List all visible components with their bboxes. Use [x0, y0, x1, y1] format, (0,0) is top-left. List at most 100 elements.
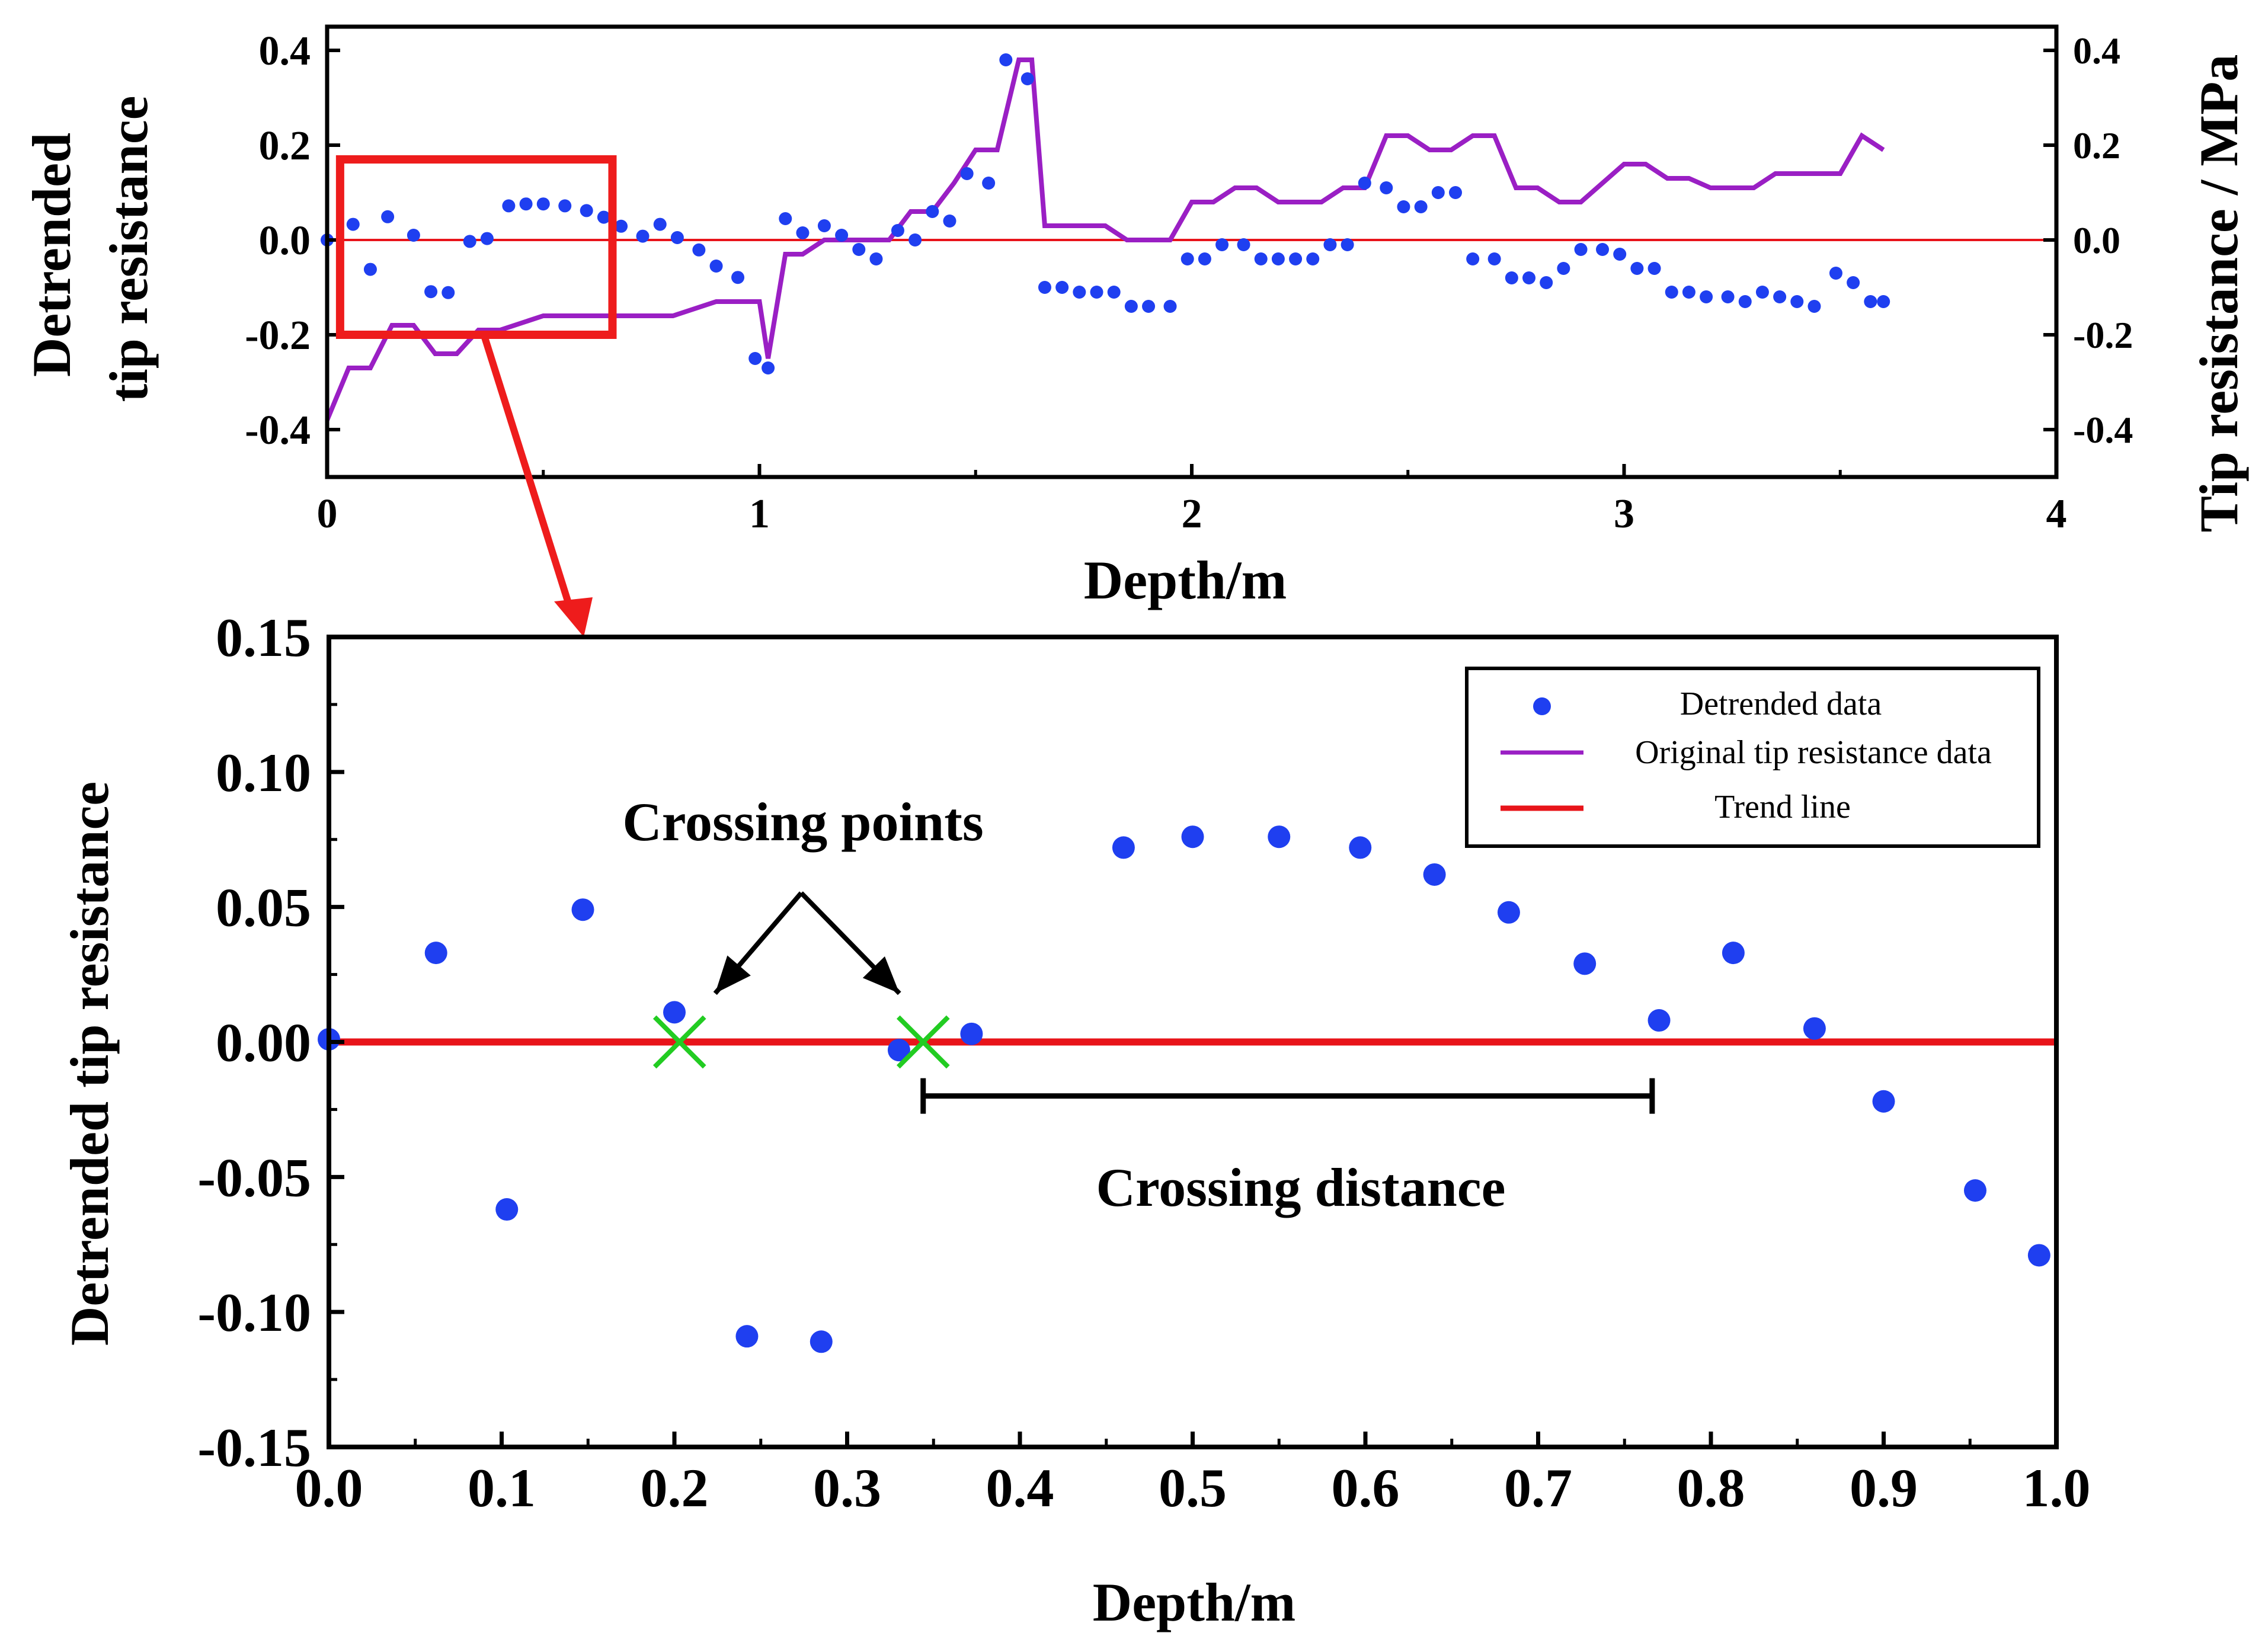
overview-detrended-point — [982, 177, 996, 190]
overview-detrended-point — [1847, 276, 1860, 289]
overview-detrended-point — [346, 217, 360, 231]
zoom-detrended-point — [2027, 1244, 2050, 1267]
overview-y-ticks-right: -0.4 -0.2 0.0 0.2 0.4 — [2043, 30, 2133, 451]
overview-detrended-point — [1198, 252, 1211, 265]
crossing-point-marker — [652, 1015, 706, 1069]
zoom-y-tick-label: 0.05 — [216, 878, 311, 938]
overview-detrended-point — [1487, 252, 1501, 265]
zoom-detrended-points — [318, 825, 2050, 1353]
overview-detrended-point — [1864, 295, 1877, 308]
zoom-detrended-point — [1573, 952, 1597, 975]
overview-detrended-point — [1142, 300, 1156, 313]
overview-panel: 0 1 2 3 4 -0.4 -0.2 0.0 0.2 0.4 -0.4 -0.2 0.0 0.2 0.… — [21, 24, 2249, 610]
overview-detrended-point — [891, 224, 904, 237]
overview-detrended-point — [1323, 238, 1337, 251]
zoom-x-tick-label: 0.6 — [1332, 1458, 1400, 1518]
zoom-detrended-point — [1497, 901, 1520, 924]
overview-x-tick-label: 3 — [1614, 491, 1634, 537]
overview-detrended-point — [1540, 276, 1553, 289]
overview-detrended-point — [558, 199, 572, 213]
overview-y-tick-label-left: 0.4 — [259, 28, 311, 74]
overview-detrended-point — [1397, 200, 1410, 213]
overview-detrended-point — [1807, 300, 1821, 313]
overview-detrended-point — [480, 232, 494, 245]
overview-detrended-point — [1038, 281, 1051, 294]
legend-marker-detrended — [1533, 697, 1551, 715]
zoom-detrended-point — [1872, 1090, 1895, 1113]
zoom-detrended-point — [1803, 1017, 1826, 1040]
overview-detrended-point — [502, 199, 516, 213]
overview-detrended-point — [442, 286, 455, 299]
overview-y-tick-label-left: 0.0 — [259, 218, 311, 264]
overview-detrended-point — [519, 197, 533, 211]
overview-detrended-point — [615, 219, 628, 233]
zoom-detrended-point — [735, 1325, 759, 1348]
zoom-crossing-markers — [652, 1015, 950, 1069]
overview-detrended-point — [1505, 271, 1518, 284]
overview-x-tick-label: 1 — [749, 491, 770, 537]
overview-detrended-point — [1380, 181, 1393, 194]
zoom-y-tick-label: 0.10 — [216, 742, 311, 803]
zoom-y-tick-label: -0.15 — [197, 1417, 311, 1478]
overview-detrended-point — [908, 233, 922, 246]
zoom-detrended-point — [424, 942, 447, 965]
legend-label-trend: Trend line — [1714, 789, 1851, 825]
overview-y-tick-label-right: 0.4 — [2073, 30, 2120, 72]
overview-detrended-point — [1466, 252, 1480, 265]
overview-detrended-point — [1020, 72, 1034, 85]
zoom-x-tick-label: 1.0 — [2023, 1458, 2091, 1518]
overview-detrended-point — [1163, 300, 1177, 313]
overview-detrended-point — [1073, 286, 1086, 299]
zoom-y-tick-label: -0.10 — [197, 1282, 311, 1343]
overview-x-tick-label: 2 — [1182, 491, 1202, 537]
overview-y-tick-label-right: 0.2 — [2073, 124, 2120, 167]
overview-detrended-points — [321, 53, 1890, 374]
overview-detrended-point — [1358, 177, 1371, 190]
overview-detrended-point — [424, 285, 438, 299]
zoom-detrended-point — [1268, 825, 1291, 849]
overview-detrended-point — [597, 210, 610, 224]
overview-detrended-point — [1237, 238, 1250, 251]
overview-y-axis-title-line2: tip resistance — [98, 95, 159, 402]
overview-detrended-point — [1738, 295, 1752, 308]
legend-label-detrended: Detrended data — [1680, 686, 1882, 722]
overview-detrended-point — [960, 167, 974, 180]
overview-detrended-point — [731, 271, 745, 284]
zoom-x-tick-label: 0.8 — [1677, 1458, 1745, 1518]
crossing-point-stroke — [652, 1015, 706, 1069]
overview-detrended-point — [536, 197, 550, 211]
overview-detrended-point — [1124, 300, 1138, 313]
crossing-points-label: Crossing points — [622, 792, 983, 852]
overview-detrended-point — [1557, 262, 1570, 275]
zoom-detrended-point — [1722, 942, 1745, 965]
zoom-panel: 0.0 0.1 0.2 0.3 0.4 0.5 0.6 0.7 0.8 0.9 1.0 -0.15-… — [59, 607, 2091, 1632]
overview-detrended-point — [1448, 186, 1462, 199]
overview-detrended-point — [1055, 281, 1069, 294]
overview-detrended-point — [926, 205, 939, 218]
zoom-detrended-point — [663, 1001, 686, 1024]
overview-right-axis-title: Tip resistance / MPa — [2189, 55, 2249, 533]
overview-detrended-point — [869, 252, 883, 265]
legend-label-original: Original tip resistance data — [1635, 734, 1992, 771]
zoom-x-tick-label: 0.1 — [468, 1458, 536, 1518]
overview-detrended-point — [653, 217, 667, 231]
overview-detrended-point — [1090, 286, 1103, 299]
overview-x-tick-label: 0 — [317, 491, 338, 537]
overview-detrended-point — [580, 204, 593, 217]
crossing-distance-label: Crossing distance — [1096, 1157, 1506, 1218]
zoom-detrended-point — [887, 1039, 910, 1062]
overview-detrended-point — [748, 352, 762, 365]
overview-detrended-point — [779, 212, 792, 225]
overview-y-ticks-left: -0.4 -0.2 0.0 0.2 0.4 — [245, 28, 340, 453]
overview-y-tick-label-right: -0.4 — [2073, 409, 2133, 451]
zoom-x-ticks: 0.0 0.1 0.2 0.3 0.4 0.5 0.6 0.7 0.8 0.9 1.0 — [295, 1432, 2091, 1518]
overview-detrended-point — [709, 260, 723, 273]
overview-detrended-point — [762, 361, 775, 374]
overview-y-tick-label-right: -0.2 — [2073, 314, 2133, 356]
overview-x-ticks: 0 1 2 3 4 — [317, 464, 2067, 537]
overview-detrended-point — [1574, 243, 1588, 256]
zoom-x-tick-label: 0.9 — [1850, 1458, 1918, 1518]
overview-detrended-point — [692, 243, 706, 257]
overview-detrended-point — [363, 262, 377, 276]
overview-detrended-point — [636, 229, 650, 243]
